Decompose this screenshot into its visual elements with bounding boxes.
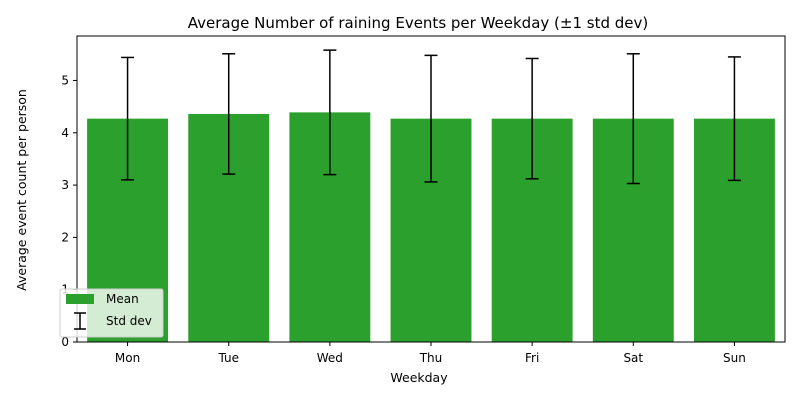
- x-tick-label: Sat: [623, 351, 643, 365]
- x-axis-ticks: Mon Tue Wed Thu Fri Sat Sun: [115, 342, 746, 365]
- legend-label-stddev: Std dev: [106, 314, 152, 328]
- chart-title: Average Number of raining Events per Wee…: [188, 14, 649, 32]
- x-axis-label: Weekday: [390, 370, 448, 385]
- x-tick-label: Wed: [317, 351, 343, 365]
- legend-swatch-mean: [66, 294, 94, 304]
- y-tick-label: 3: [61, 178, 69, 192]
- y-tick-label: 2: [61, 230, 69, 244]
- y-axis-label: Average event count per person: [14, 89, 29, 291]
- x-tick-label: Thu: [419, 351, 443, 365]
- axes-frame: [76, 35, 786, 343]
- x-tick-label: Fri: [525, 351, 539, 365]
- x-tick-label: Tue: [217, 351, 239, 365]
- errorbars-group: [121, 49, 741, 185]
- y-tick-label: 0: [61, 335, 69, 349]
- y-tick-label: 4: [61, 126, 69, 140]
- legend: Mean Std dev: [59, 288, 164, 338]
- legend-label-mean: Mean: [106, 292, 139, 306]
- x-tick-label: Mon: [115, 351, 140, 365]
- y-tick-label: 5: [61, 73, 69, 87]
- x-tick-label: Sun: [723, 351, 746, 365]
